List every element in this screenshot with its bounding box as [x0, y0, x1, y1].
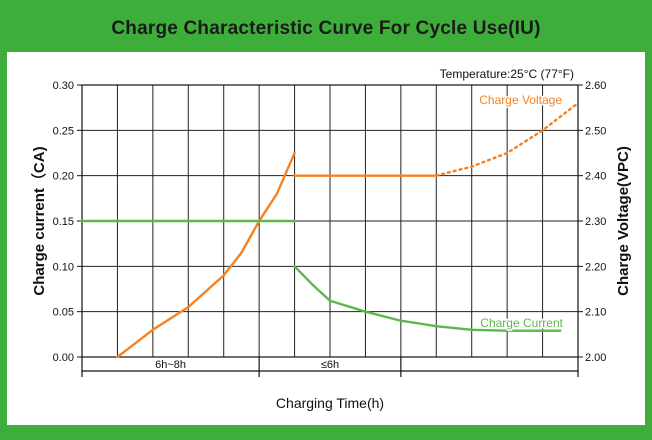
y-right-tick-label: 2.10 — [585, 307, 606, 319]
y-left-tick-label: 0.20 — [53, 171, 74, 183]
y-right-tick-label: 2.30 — [585, 216, 606, 228]
chart-lines — [80, 101, 580, 359]
y-left-tick-label: 0.25 — [53, 125, 74, 137]
charge-voltage-line — [435, 101, 580, 177]
y-right-tick-label: 2.50 — [585, 125, 606, 137]
period-label: ≤6h — [321, 359, 339, 371]
charge-current-line — [293, 265, 562, 332]
chart-background — [7, 52, 645, 425]
y-left-tick-label: 0.10 — [53, 261, 74, 273]
y-right-tick-label: 2.40 — [585, 171, 606, 183]
y-left-tick-label: 0.30 — [53, 80, 74, 92]
y-left-tick-label: 0.15 — [53, 216, 74, 228]
y-left-tick-label: 0.00 — [53, 352, 74, 364]
x-axis-label: Charging Time(h) — [276, 395, 384, 411]
y-right-tick-label: 2.00 — [585, 352, 606, 364]
charge-current-label: Charge Current — [480, 316, 563, 330]
period-label: 6h~8h — [155, 359, 186, 371]
y-right-axis-label: Charge Voltage(VPC) — [615, 146, 632, 296]
y-left-axis-label: Charge current（CA) — [30, 146, 48, 295]
temperature-annotation: Temperature:25°C (77°F) — [440, 67, 574, 81]
charge-voltage-line — [116, 151, 296, 359]
y-left-tick-label: 0.05 — [53, 307, 74, 319]
charge-voltage-label: Charge Voltage — [479, 93, 562, 107]
y-right-tick-label: 2.60 — [585, 80, 606, 92]
chart-labels: 0.00 0.05 0.10 0.15 0.20 0.25 0.30 2.00 2.10 2.20… — [30, 67, 632, 411]
chart-ticks — [77, 84, 583, 377]
y-right-tick-label: 2.20 — [585, 261, 606, 273]
chart-title: Charge Characteristic Curve For Cycle Us… — [111, 18, 541, 39]
